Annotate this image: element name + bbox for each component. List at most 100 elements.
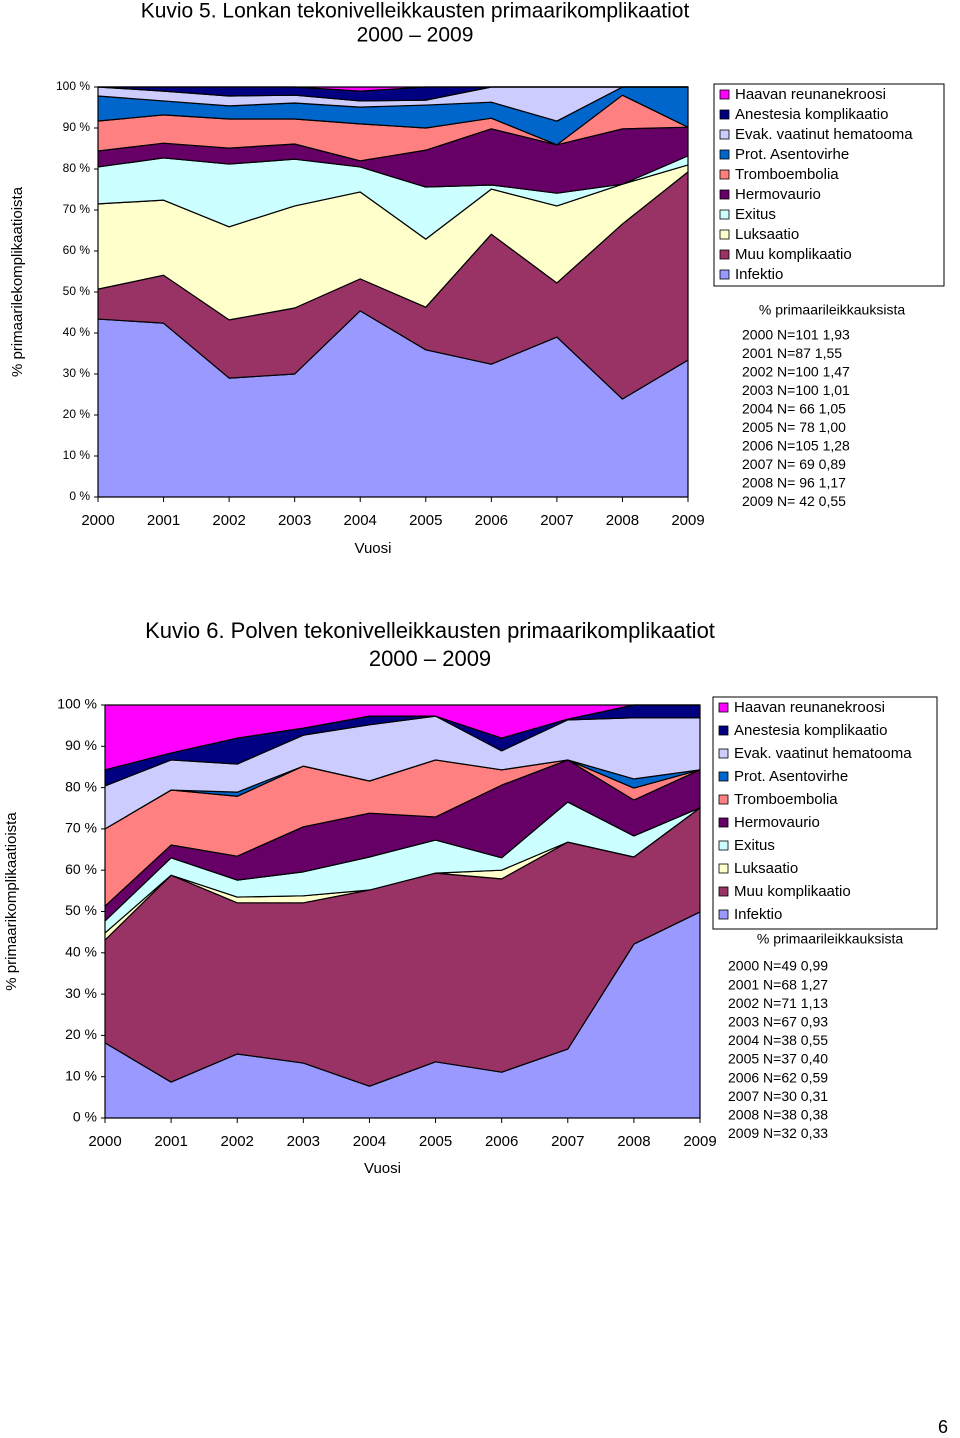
note-line: 2006 N=62 0,59 — [728, 1069, 828, 1085]
legend-label: Haavan reunanekroosi — [734, 699, 885, 716]
legend-swatch — [719, 229, 730, 240]
legend-swatch — [718, 725, 729, 736]
note-line: 2003 N=67 0,93 — [728, 1014, 828, 1030]
legend-label: Infektio — [735, 266, 783, 283]
area — [104, 704, 701, 771]
y-tick-label: 20 % — [65, 1026, 97, 1042]
x-tick-label: 2000 — [81, 512, 114, 529]
y-tick-label: 70 % — [63, 202, 91, 216]
x-tick-label: 2009 — [683, 1133, 716, 1150]
legend-swatch — [718, 702, 729, 713]
note-line: 2000 N=49 0,99 — [728, 958, 828, 974]
note-line: 2006 N=105 1,28 — [742, 438, 850, 454]
legend-label: Tromboembolia — [734, 791, 838, 808]
x-tick-label: 2003 — [278, 512, 311, 529]
legend-swatch — [718, 794, 729, 805]
y-tick-label: 80 % — [65, 778, 97, 794]
x-tick-label: 2005 — [409, 512, 442, 529]
legend-label: Exitus — [734, 837, 775, 854]
note-line: 2000 N=101 1,93 — [742, 327, 850, 343]
y-tick-label: 10 % — [65, 1067, 97, 1083]
note-line: 2005 N=37 0,40 — [728, 1051, 828, 1067]
x-tick-label: 2006 — [485, 1133, 518, 1150]
note-line: 2002 N=71 1,13 — [728, 995, 828, 1011]
legend-swatch — [719, 169, 730, 180]
legend-label: Evak. vaatinut hematooma — [735, 126, 913, 143]
legend-label: Anestesia komplikaatio — [734, 722, 887, 739]
legend-swatch — [718, 817, 729, 828]
note-line: 2001 N=87 1,55 — [742, 345, 842, 361]
x-tick-label: 2008 — [606, 512, 639, 529]
area — [97, 86, 689, 92]
note-line: 2005 N= 78 1,00 — [742, 419, 846, 435]
legend-label: Muu komplikaatio — [735, 246, 852, 263]
y-tick-label: 50 % — [63, 284, 91, 298]
x-tick-label: 2003 — [287, 1133, 320, 1150]
note-line: 2001 N=68 1,27 — [728, 976, 828, 992]
legend-label: Hermovaurio — [735, 186, 821, 203]
x-tick-label: 2004 — [344, 512, 377, 529]
legend-swatch — [718, 863, 729, 874]
chart-subtitle: 2000 – 2009 — [357, 24, 474, 47]
x-axis-label: Vuosi — [355, 540, 392, 557]
legend-box — [712, 696, 938, 930]
note-line: 2008 N=38 0,38 — [728, 1107, 828, 1123]
y-tick-label: 50 % — [65, 902, 97, 918]
note-line: 2007 N=30 0,31 — [728, 1088, 828, 1104]
legend-label: Prot. Asentovirhe — [734, 768, 848, 785]
legend-swatch — [718, 748, 729, 759]
note-line: 2007 N= 69 0,89 — [742, 456, 846, 472]
x-tick-label: 2009 — [671, 512, 704, 529]
note-line: 2003 N=100 1,01 — [742, 382, 850, 398]
x-tick-label: 2000 — [88, 1133, 121, 1150]
legend-swatch — [719, 129, 730, 140]
x-tick-label: 2002 — [221, 1133, 254, 1150]
y-tick-label: 10 % — [63, 448, 91, 462]
note-line: 2009 N=32 0,33 — [728, 1125, 828, 1141]
legend-swatch — [719, 269, 730, 280]
note-line: 2009 N= 42 0,55 — [742, 493, 846, 509]
legend-swatch — [718, 771, 729, 782]
chart-subtitle: 2000 – 2009 — [369, 646, 491, 671]
legend-label: Luksaatio — [734, 860, 798, 877]
x-axis-label: Vuosi — [364, 1160, 401, 1177]
legend-swatch — [718, 909, 729, 920]
legend-swatch — [719, 209, 730, 220]
y-tick-label: 30 % — [65, 985, 97, 1001]
y-tick-label: 40 % — [65, 944, 97, 960]
y-tick-label: 0 % — [69, 489, 90, 503]
y-axis-label: % primaarilekomplikaatioista — [9, 186, 26, 377]
x-tick-label: 2008 — [617, 1133, 650, 1150]
legend-swatch — [718, 840, 729, 851]
note-line: 2002 N=100 1,47 — [742, 364, 850, 380]
y-tick-label: 70 % — [65, 820, 97, 836]
y-tick-label: 30 % — [63, 366, 91, 380]
x-tick-label: 2006 — [475, 512, 508, 529]
legend-label: Evak. vaatinut hematooma — [734, 745, 912, 762]
x-tick-label: 2005 — [419, 1133, 452, 1150]
page-number: 6 — [938, 1417, 948, 1437]
y-tick-label: 60 % — [63, 243, 91, 257]
y-tick-label: 100 % — [56, 79, 90, 93]
legend-label: Tromboembolia — [735, 166, 839, 183]
notes-title: % primaarileikkauksista — [757, 931, 903, 947]
y-axis-label: % primaarikomplikaatioista — [3, 812, 20, 991]
x-tick-label: 2002 — [212, 512, 245, 529]
note-line: 2004 N=38 0,55 — [728, 1032, 828, 1048]
chart-title: Kuvio 6. Polven tekonivelleikkausten pri… — [145, 618, 715, 643]
legend-label: Hermovaurio — [734, 814, 820, 831]
legend-swatch — [719, 149, 730, 160]
chart-title: Kuvio 5. Lonkan tekonivelleikkausten pri… — [141, 0, 690, 23]
y-tick-label: 80 % — [63, 161, 91, 175]
legend-label: Muu komplikaatio — [734, 883, 851, 900]
legend-label: Luksaatio — [735, 226, 799, 243]
x-tick-label: 2004 — [353, 1133, 386, 1150]
y-tick-label: 40 % — [63, 325, 91, 339]
y-tick-label: 20 % — [63, 407, 91, 421]
x-tick-label: 2007 — [551, 1133, 584, 1150]
note-line: 2008 N= 96 1,17 — [742, 475, 846, 491]
legend-label: Anestesia komplikaatio — [735, 106, 888, 123]
y-tick-label: 60 % — [65, 861, 97, 877]
